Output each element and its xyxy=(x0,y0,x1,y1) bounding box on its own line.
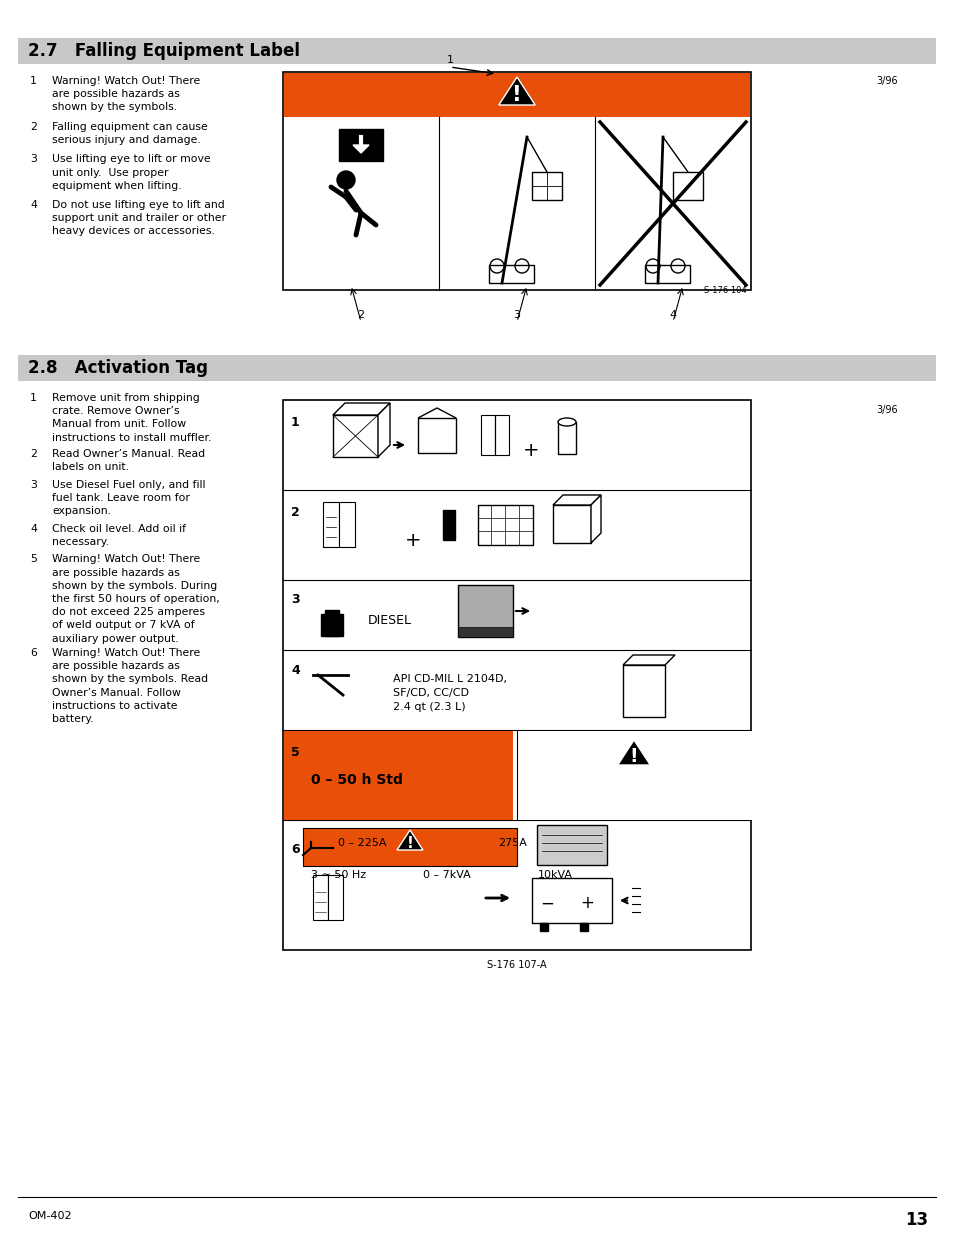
Circle shape xyxy=(336,170,355,189)
Text: !: ! xyxy=(406,836,413,851)
Text: 2: 2 xyxy=(357,310,364,320)
Bar xyxy=(303,827,517,866)
Bar xyxy=(284,731,513,820)
Text: 1: 1 xyxy=(291,416,299,430)
Text: Read Owner’s Manual. Read
labels on unit.: Read Owner’s Manual. Read labels on unit… xyxy=(52,450,205,472)
Text: Use Diesel Fuel only, and fill
fuel tank. Leave room for
expansion.: Use Diesel Fuel only, and fill fuel tank… xyxy=(52,480,205,516)
Text: 13: 13 xyxy=(904,1212,927,1229)
Polygon shape xyxy=(396,830,422,850)
Bar xyxy=(323,501,338,547)
Bar xyxy=(558,422,576,454)
Bar xyxy=(442,510,455,540)
Text: 3/96: 3/96 xyxy=(875,405,897,415)
Text: 2: 2 xyxy=(30,450,37,459)
Bar xyxy=(553,505,590,543)
Text: −: − xyxy=(539,894,554,913)
Bar xyxy=(457,627,513,637)
Bar xyxy=(338,501,355,547)
Text: S-176 104: S-176 104 xyxy=(703,287,746,295)
Text: 0 – 50 h Std: 0 – 50 h Std xyxy=(311,773,402,787)
Bar xyxy=(328,876,343,920)
Text: 2.7   Falling Equipment Label: 2.7 Falling Equipment Label xyxy=(28,42,299,61)
Bar xyxy=(532,172,561,200)
Text: !: ! xyxy=(512,85,521,105)
Text: 3 ∼ 50 Hz: 3 ∼ 50 Hz xyxy=(311,869,366,881)
Text: 4: 4 xyxy=(30,200,37,210)
Text: +: + xyxy=(404,531,421,550)
Text: 3: 3 xyxy=(513,310,520,320)
Text: 4: 4 xyxy=(291,664,299,678)
Bar xyxy=(644,266,689,283)
Text: 4: 4 xyxy=(30,524,37,534)
Text: 4: 4 xyxy=(669,310,676,320)
Text: 0 – 225A: 0 – 225A xyxy=(337,839,386,848)
Text: Warning! Watch Out! There
are possible hazards as
shown by the symbols.: Warning! Watch Out! There are possible h… xyxy=(52,77,200,112)
Bar xyxy=(477,505,533,545)
Polygon shape xyxy=(590,495,600,543)
Bar xyxy=(537,825,606,864)
Text: Warning! Watch Out! There
are possible hazards as
shown by the symbols. During
t: Warning! Watch Out! There are possible h… xyxy=(52,555,219,643)
Bar xyxy=(539,923,547,931)
Bar xyxy=(495,415,509,454)
Text: 5: 5 xyxy=(291,746,299,760)
Text: S-176 107-A: S-176 107-A xyxy=(487,960,546,969)
Text: +: + xyxy=(522,441,538,459)
Polygon shape xyxy=(353,144,369,153)
Bar xyxy=(338,128,382,161)
Bar xyxy=(320,614,343,636)
Text: 2: 2 xyxy=(291,506,299,519)
Text: 1: 1 xyxy=(446,56,453,65)
Polygon shape xyxy=(498,77,535,105)
Text: 3: 3 xyxy=(291,593,299,605)
Bar xyxy=(284,73,749,117)
Bar xyxy=(513,731,751,820)
Text: 1: 1 xyxy=(30,393,37,403)
Bar xyxy=(18,38,935,64)
Ellipse shape xyxy=(558,417,576,426)
Text: 2: 2 xyxy=(30,121,37,131)
Text: 3: 3 xyxy=(30,480,37,490)
Text: DIESEL: DIESEL xyxy=(368,614,412,626)
Bar xyxy=(417,417,456,453)
Bar xyxy=(480,415,495,454)
Text: 3/96: 3/96 xyxy=(875,77,897,86)
Text: 5: 5 xyxy=(30,555,37,564)
Polygon shape xyxy=(618,740,650,764)
Bar xyxy=(18,354,935,382)
Text: API CD-MIL L 2104D,
SF/CD, CC/CD
2.4 qt (2.3 L): API CD-MIL L 2104D, SF/CD, CC/CD 2.4 qt … xyxy=(393,674,506,713)
Text: 3: 3 xyxy=(30,154,37,164)
Polygon shape xyxy=(333,403,390,415)
Text: 2.8   Activation Tag: 2.8 Activation Tag xyxy=(28,359,208,377)
Polygon shape xyxy=(377,403,390,457)
Text: Warning! Watch Out! There
are possible hazards as
shown by the symbols. Read
Own: Warning! Watch Out! There are possible h… xyxy=(52,648,208,724)
Text: Use lifting eye to lift or move
unit only.  Use proper
equipment when lifting.: Use lifting eye to lift or move unit onl… xyxy=(52,154,211,191)
Bar xyxy=(532,878,612,923)
Bar xyxy=(283,400,750,950)
Bar xyxy=(579,923,587,931)
Bar xyxy=(622,664,664,718)
Text: 275A: 275A xyxy=(497,839,526,848)
Bar xyxy=(333,415,377,457)
Text: 6: 6 xyxy=(291,844,299,856)
Text: +: + xyxy=(579,894,594,913)
Polygon shape xyxy=(622,655,675,664)
Text: 10kVA: 10kVA xyxy=(537,869,573,881)
Bar xyxy=(489,266,534,283)
Text: 6: 6 xyxy=(30,648,37,658)
Text: Check oil level. Add oil if
necessary.: Check oil level. Add oil if necessary. xyxy=(52,524,186,547)
Text: Falling equipment can cause
serious injury and damage.: Falling equipment can cause serious inju… xyxy=(52,121,208,144)
Bar xyxy=(457,585,513,637)
Bar xyxy=(325,610,338,636)
Polygon shape xyxy=(553,495,600,505)
Bar xyxy=(283,72,750,290)
Bar xyxy=(672,172,702,200)
Text: 0 – 7kVA: 0 – 7kVA xyxy=(422,869,470,881)
Text: Remove unit from shipping
crate. Remove Owner’s
Manual from unit. Follow
instruc: Remove unit from shipping crate. Remove … xyxy=(52,393,212,442)
Text: 1: 1 xyxy=(30,77,37,86)
Bar xyxy=(313,876,328,920)
Text: !: ! xyxy=(629,747,638,766)
Text: Do not use lifting eye to lift and
support unit and trailer or other
heavy devic: Do not use lifting eye to lift and suppo… xyxy=(52,200,226,236)
Text: OM-402: OM-402 xyxy=(28,1212,71,1221)
